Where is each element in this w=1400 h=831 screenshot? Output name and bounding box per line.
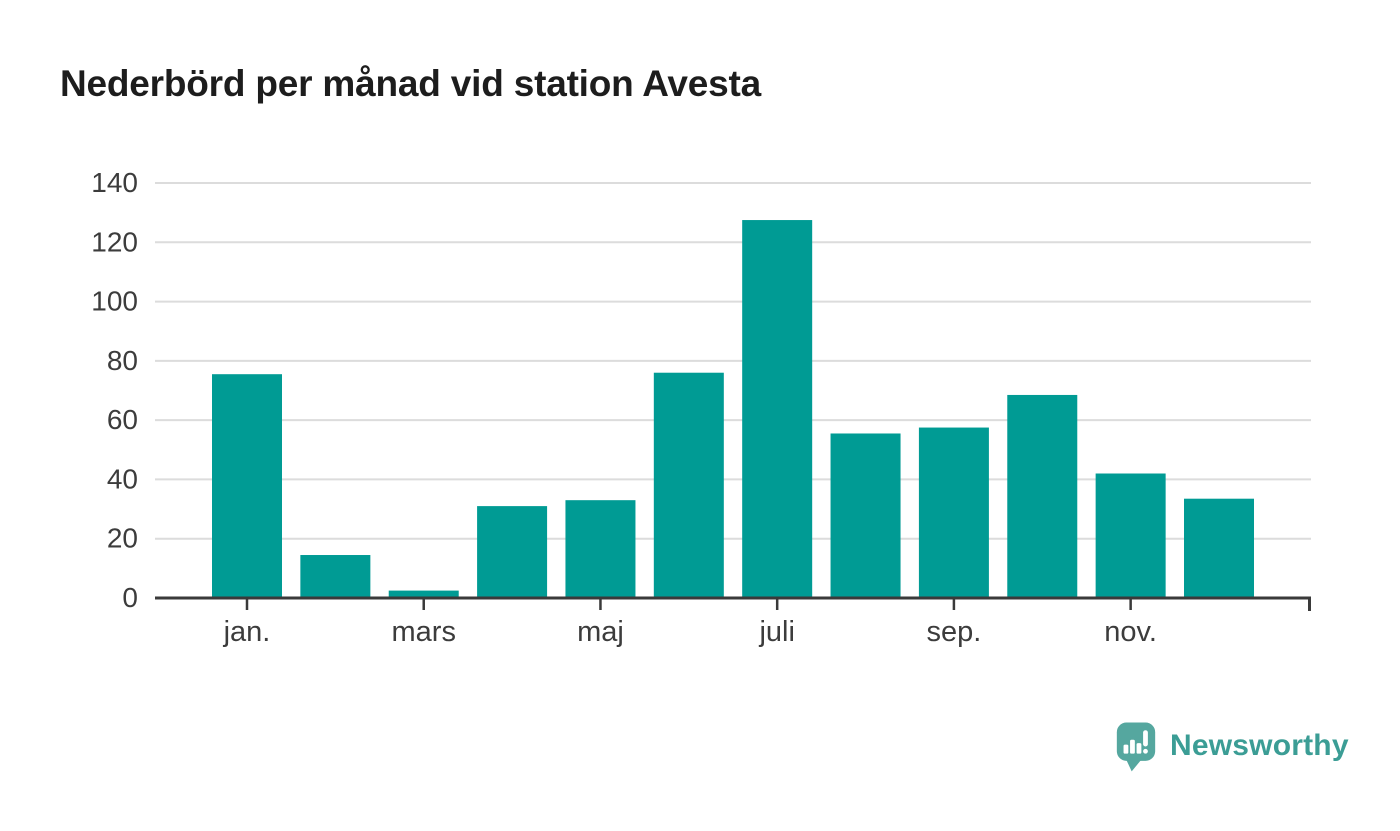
bar bbox=[212, 374, 282, 598]
bar bbox=[300, 555, 371, 598]
newsworthy-logo-text: Newsworthy bbox=[1170, 729, 1349, 762]
newsworthy-logo-icon bbox=[1116, 722, 1156, 772]
bar bbox=[653, 372, 724, 598]
y-axis-tick-label: 100 bbox=[91, 286, 138, 317]
newsworthy-logo: Newsworthy bbox=[1113, 719, 1349, 773]
bar bbox=[918, 427, 989, 598]
y-axis-tick-label: 120 bbox=[91, 226, 138, 257]
bar bbox=[477, 506, 548, 598]
y-axis-tick-label: 20 bbox=[107, 523, 138, 554]
y-axis-tick-label: 140 bbox=[91, 167, 138, 198]
y-axis-tick-label: 60 bbox=[107, 404, 138, 435]
x-axis-tick-label: sep. bbox=[926, 616, 981, 648]
x-axis-tick-label: maj bbox=[577, 616, 624, 648]
x-axis-tick-label: nov. bbox=[1104, 616, 1157, 648]
x-axis-tick-label: jan. bbox=[223, 616, 271, 648]
bar bbox=[565, 500, 636, 598]
y-axis-tick-label: 40 bbox=[107, 463, 138, 494]
x-axis-tick-label: mars bbox=[392, 616, 456, 648]
y-axis-tick-label: 0 bbox=[122, 582, 138, 613]
y-axis-tick-label: 80 bbox=[107, 345, 138, 376]
bar bbox=[1184, 498, 1254, 598]
chart-title: Nederbörd per månad vid station Avesta bbox=[60, 63, 762, 104]
bar bbox=[1095, 473, 1166, 598]
bar bbox=[388, 590, 459, 598]
x-axis-tick-label: juli bbox=[758, 616, 794, 648]
bar bbox=[742, 220, 813, 598]
bar bbox=[830, 433, 901, 598]
bar bbox=[1007, 394, 1078, 598]
